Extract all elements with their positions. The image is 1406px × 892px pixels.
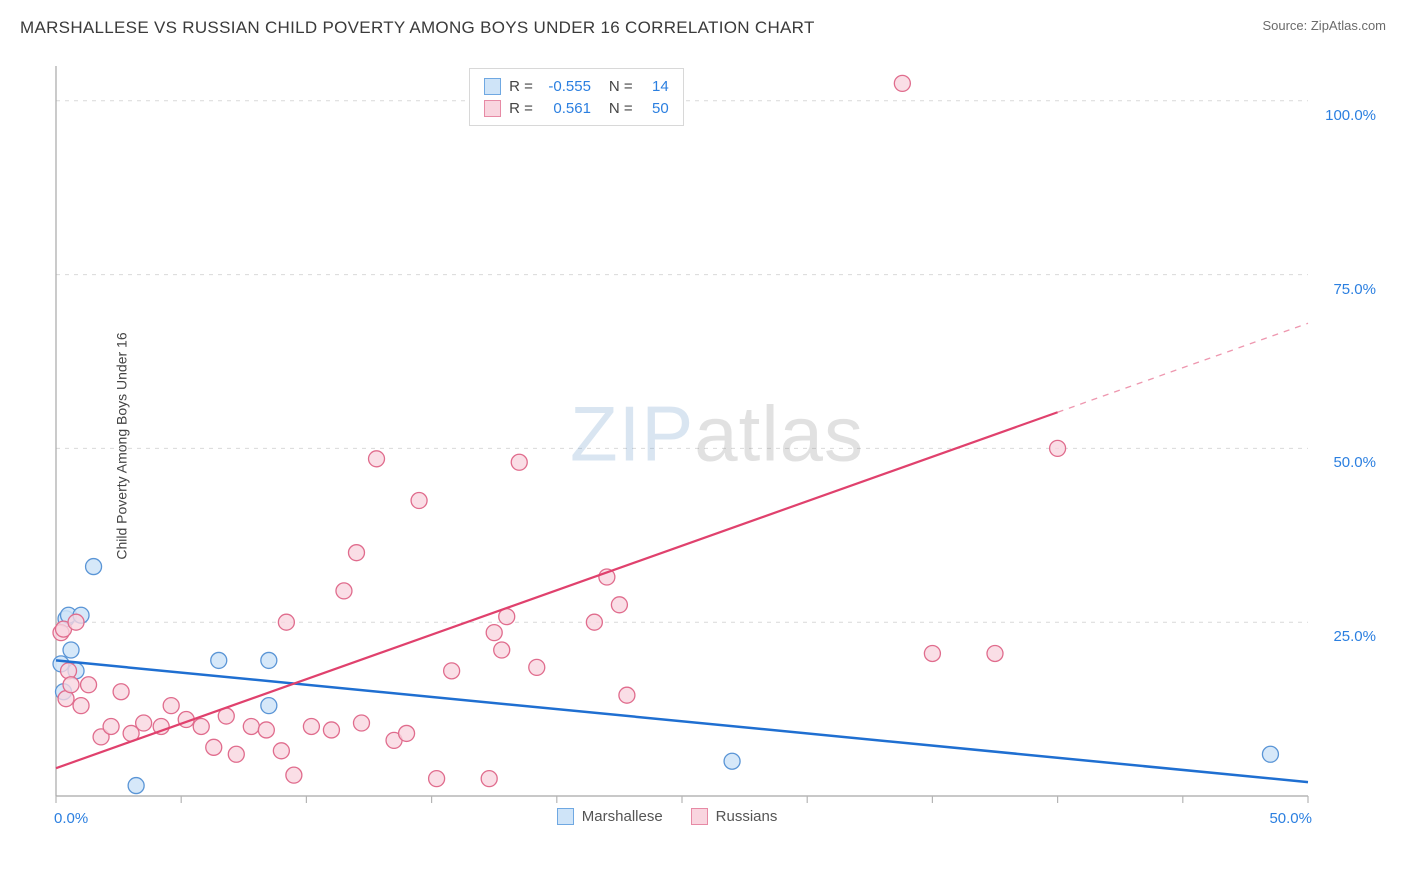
series-legend: Marshallese Russians bbox=[557, 808, 778, 825]
legend-r-label: R = bbox=[509, 78, 533, 95]
chart-title: MARSHALLESE VS RUSSIAN CHILD POVERTY AMO… bbox=[20, 18, 815, 38]
legend-row: R = -0.555 N = 14 bbox=[484, 75, 669, 97]
chart-container: ZIPatlas R =-0.555N =14R =0.561N =50 Mar… bbox=[52, 60, 1382, 840]
series-legend-item: Marshallese bbox=[557, 808, 663, 825]
legend-n-label: N = bbox=[609, 78, 633, 95]
legend-row: R = 0.561 N = 50 bbox=[484, 97, 669, 119]
legend-r-value: 0.561 bbox=[541, 100, 591, 117]
legend-n-value: 14 bbox=[641, 78, 669, 95]
series-legend-label: Marshallese bbox=[582, 808, 663, 825]
y-tick-label: 25.0% bbox=[1333, 628, 1376, 645]
legend-r-label: R = bbox=[509, 100, 533, 117]
legend-r-value: -0.555 bbox=[541, 78, 591, 95]
scatter-plot bbox=[52, 60, 1382, 840]
legend-swatch bbox=[484, 78, 501, 95]
y-tick-label: 75.0% bbox=[1333, 281, 1376, 298]
x-tick-label: 50.0% bbox=[1269, 810, 1312, 827]
y-tick-label: 50.0% bbox=[1333, 454, 1376, 471]
source-attribution: Source: ZipAtlas.com bbox=[1262, 18, 1386, 33]
legend-n-label: N = bbox=[609, 100, 633, 117]
correlation-legend: R = -0.555 N = 14 R = 0.561 N = 50 bbox=[469, 68, 684, 126]
legend-n-value: 50 bbox=[641, 100, 669, 117]
legend-swatch bbox=[557, 808, 574, 825]
series-legend-label: Russians bbox=[716, 808, 778, 825]
x-tick-label: 0.0% bbox=[54, 810, 88, 827]
legend-swatch bbox=[484, 100, 501, 117]
legend-swatch bbox=[691, 808, 708, 825]
series-legend-item: Russians bbox=[691, 808, 778, 825]
y-tick-label: 100.0% bbox=[1325, 107, 1376, 124]
